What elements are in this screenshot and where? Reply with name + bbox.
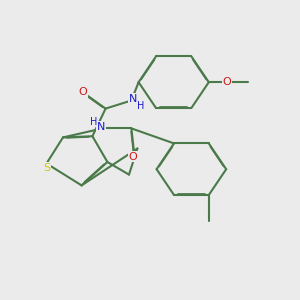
Text: S: S [43,163,50,173]
Text: O: O [222,76,231,87]
Text: N: N [97,122,105,132]
Text: O: O [79,87,88,97]
Text: H: H [90,117,97,127]
Text: N: N [129,94,137,104]
Text: O: O [128,152,137,162]
Text: H: H [137,101,144,111]
